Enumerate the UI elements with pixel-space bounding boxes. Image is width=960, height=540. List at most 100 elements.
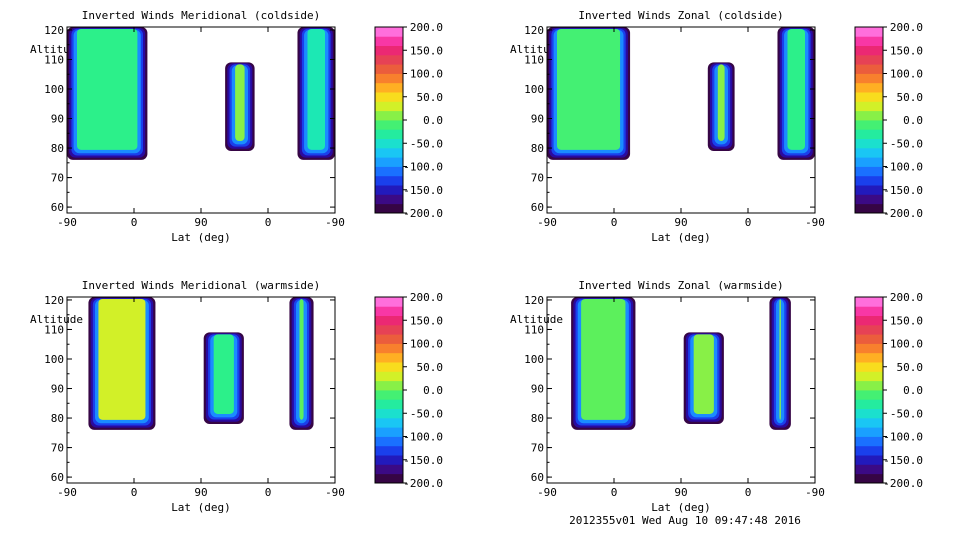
colorbar-band	[375, 157, 403, 167]
colorbar-tick-label: 200.0	[410, 291, 443, 304]
colorbar-band	[375, 297, 403, 307]
data-region	[769, 297, 791, 430]
colorbar-band	[855, 371, 883, 382]
x-axis-label: Lat (deg)	[651, 231, 711, 244]
colorbar-band	[375, 343, 403, 354]
y-tick-label: 100	[44, 83, 64, 96]
colorbar-band	[855, 306, 883, 316]
x-tick-label: -90	[537, 216, 557, 229]
x-axis-label: Lat (deg)	[171, 501, 231, 514]
colorbar-band	[375, 427, 403, 437]
colorbar-tick-label: -150.0	[883, 454, 923, 467]
colorbar-band	[375, 380, 403, 391]
y-tick-label: 120	[44, 24, 64, 37]
x-tick-label: 0	[745, 216, 752, 229]
data-region-core	[299, 299, 304, 420]
colorbar-band	[375, 445, 403, 456]
colorbar-tick-label: 150.0	[890, 44, 923, 57]
x-tick-label: 0	[265, 216, 272, 229]
chart-title: Inverted Winds Zonal (coldside)	[578, 9, 784, 22]
colorbar-band	[375, 362, 403, 372]
data-region-core	[787, 29, 805, 150]
colorbar-band	[375, 352, 403, 363]
colorbar-band	[855, 138, 883, 149]
colorbar-band	[375, 473, 403, 484]
colorbar-band	[855, 408, 883, 419]
x-axis-label: Lat (deg)	[651, 501, 711, 514]
colorbar-band	[375, 138, 403, 149]
y-tick-label: 70	[51, 442, 64, 455]
panel-zonal-coldside: Inverted Winds Zonal (coldside) Lat (deg)…	[480, 0, 950, 260]
colorbar-band	[375, 203, 403, 214]
colorbar-tick-label: -100.0	[883, 161, 923, 174]
colorbar-band	[855, 92, 883, 102]
data-region-core	[307, 29, 325, 150]
colorbar-band	[375, 436, 403, 447]
colorbar-band	[855, 203, 883, 214]
colorbar-band	[855, 473, 883, 484]
y-tick-label: 90	[531, 113, 544, 126]
colorbar-band	[855, 445, 883, 456]
colorbar-band	[855, 324, 883, 335]
colorbar-tick-label: 50.0	[897, 361, 924, 374]
y-tick-label: 110	[44, 323, 64, 336]
data-region	[67, 27, 148, 160]
data-region	[683, 332, 724, 424]
colorbar-tick-label: -100.0	[883, 431, 923, 444]
colorbar-tick-label: 150.0	[410, 44, 443, 57]
data-region-core	[717, 64, 725, 141]
colorbar-band	[375, 399, 403, 409]
colorbar-band	[375, 408, 403, 419]
x-tick-label: -90	[325, 486, 345, 499]
colorbar-band	[855, 64, 883, 74]
x-tick-label: 0	[745, 486, 752, 499]
chart-svg: 60 70 80 90 100 110 120 -90 0 90 0 -90 200.0 150.0 100…	[524, 291, 924, 499]
colorbar-tick-label: 0.0	[903, 384, 923, 397]
y-tick-label: 70	[531, 442, 544, 455]
colorbar-band	[375, 417, 403, 428]
colorbar-tick-label: -150.0	[403, 184, 443, 197]
y-tick-label: 60	[531, 201, 544, 214]
colorbar-band	[855, 27, 883, 37]
colorbar-band	[375, 73, 403, 84]
data-region	[225, 62, 255, 151]
data-region-core	[213, 334, 234, 414]
y-tick-label: 120	[44, 294, 64, 307]
y-tick-label: 80	[51, 412, 64, 425]
colorbar-band	[375, 390, 403, 400]
x-tick-label: 0	[131, 216, 138, 229]
y-tick-label: 100	[524, 83, 544, 96]
x-tick-label: -90	[57, 216, 77, 229]
y-tick-label: 90	[51, 113, 64, 126]
colorbar-tick-label: 200.0	[890, 291, 923, 304]
y-tick-label: 90	[531, 383, 544, 396]
colorbar-band	[855, 175, 883, 186]
panel-meridional-coldside: Inverted Winds Meridional (coldside) Lat …	[0, 0, 470, 260]
colorbar-band	[375, 36, 403, 46]
colorbar-tick-label: -200.0	[403, 207, 443, 220]
chart-title: Inverted Winds Zonal (warmside)	[578, 279, 784, 292]
chart-svg: 60 70 80 90 100 110 120 -90 0 90 0 -90 200.0 150.0 100…	[524, 21, 923, 229]
data-region-core	[779, 299, 781, 420]
colorbar-band	[375, 64, 403, 74]
colorbar-band	[375, 334, 403, 344]
colorbar-tick-label: -50.0	[890, 137, 923, 150]
data-region-core	[557, 29, 621, 150]
colorbar-band	[855, 436, 883, 447]
colorbar-band	[855, 399, 883, 409]
y-tick-label: 110	[44, 53, 64, 66]
x-tick-label: 0	[611, 486, 618, 499]
colorbar-band	[855, 129, 883, 139]
colorbar-band	[375, 306, 403, 316]
panel-meridional-warmside: Inverted Winds Meridional (warmside) Lat …	[0, 270, 470, 530]
colorbar-tick-label: 100.0	[410, 338, 443, 351]
colorbar-band	[855, 45, 883, 56]
y-tick-label: 70	[51, 172, 64, 185]
colorbar-band	[855, 334, 883, 344]
x-tick-label: 90	[194, 486, 207, 499]
colorbar-band	[855, 110, 883, 121]
colorbar-band	[375, 455, 403, 465]
data-region	[289, 297, 314, 430]
y-tick-label: 80	[51, 142, 64, 155]
